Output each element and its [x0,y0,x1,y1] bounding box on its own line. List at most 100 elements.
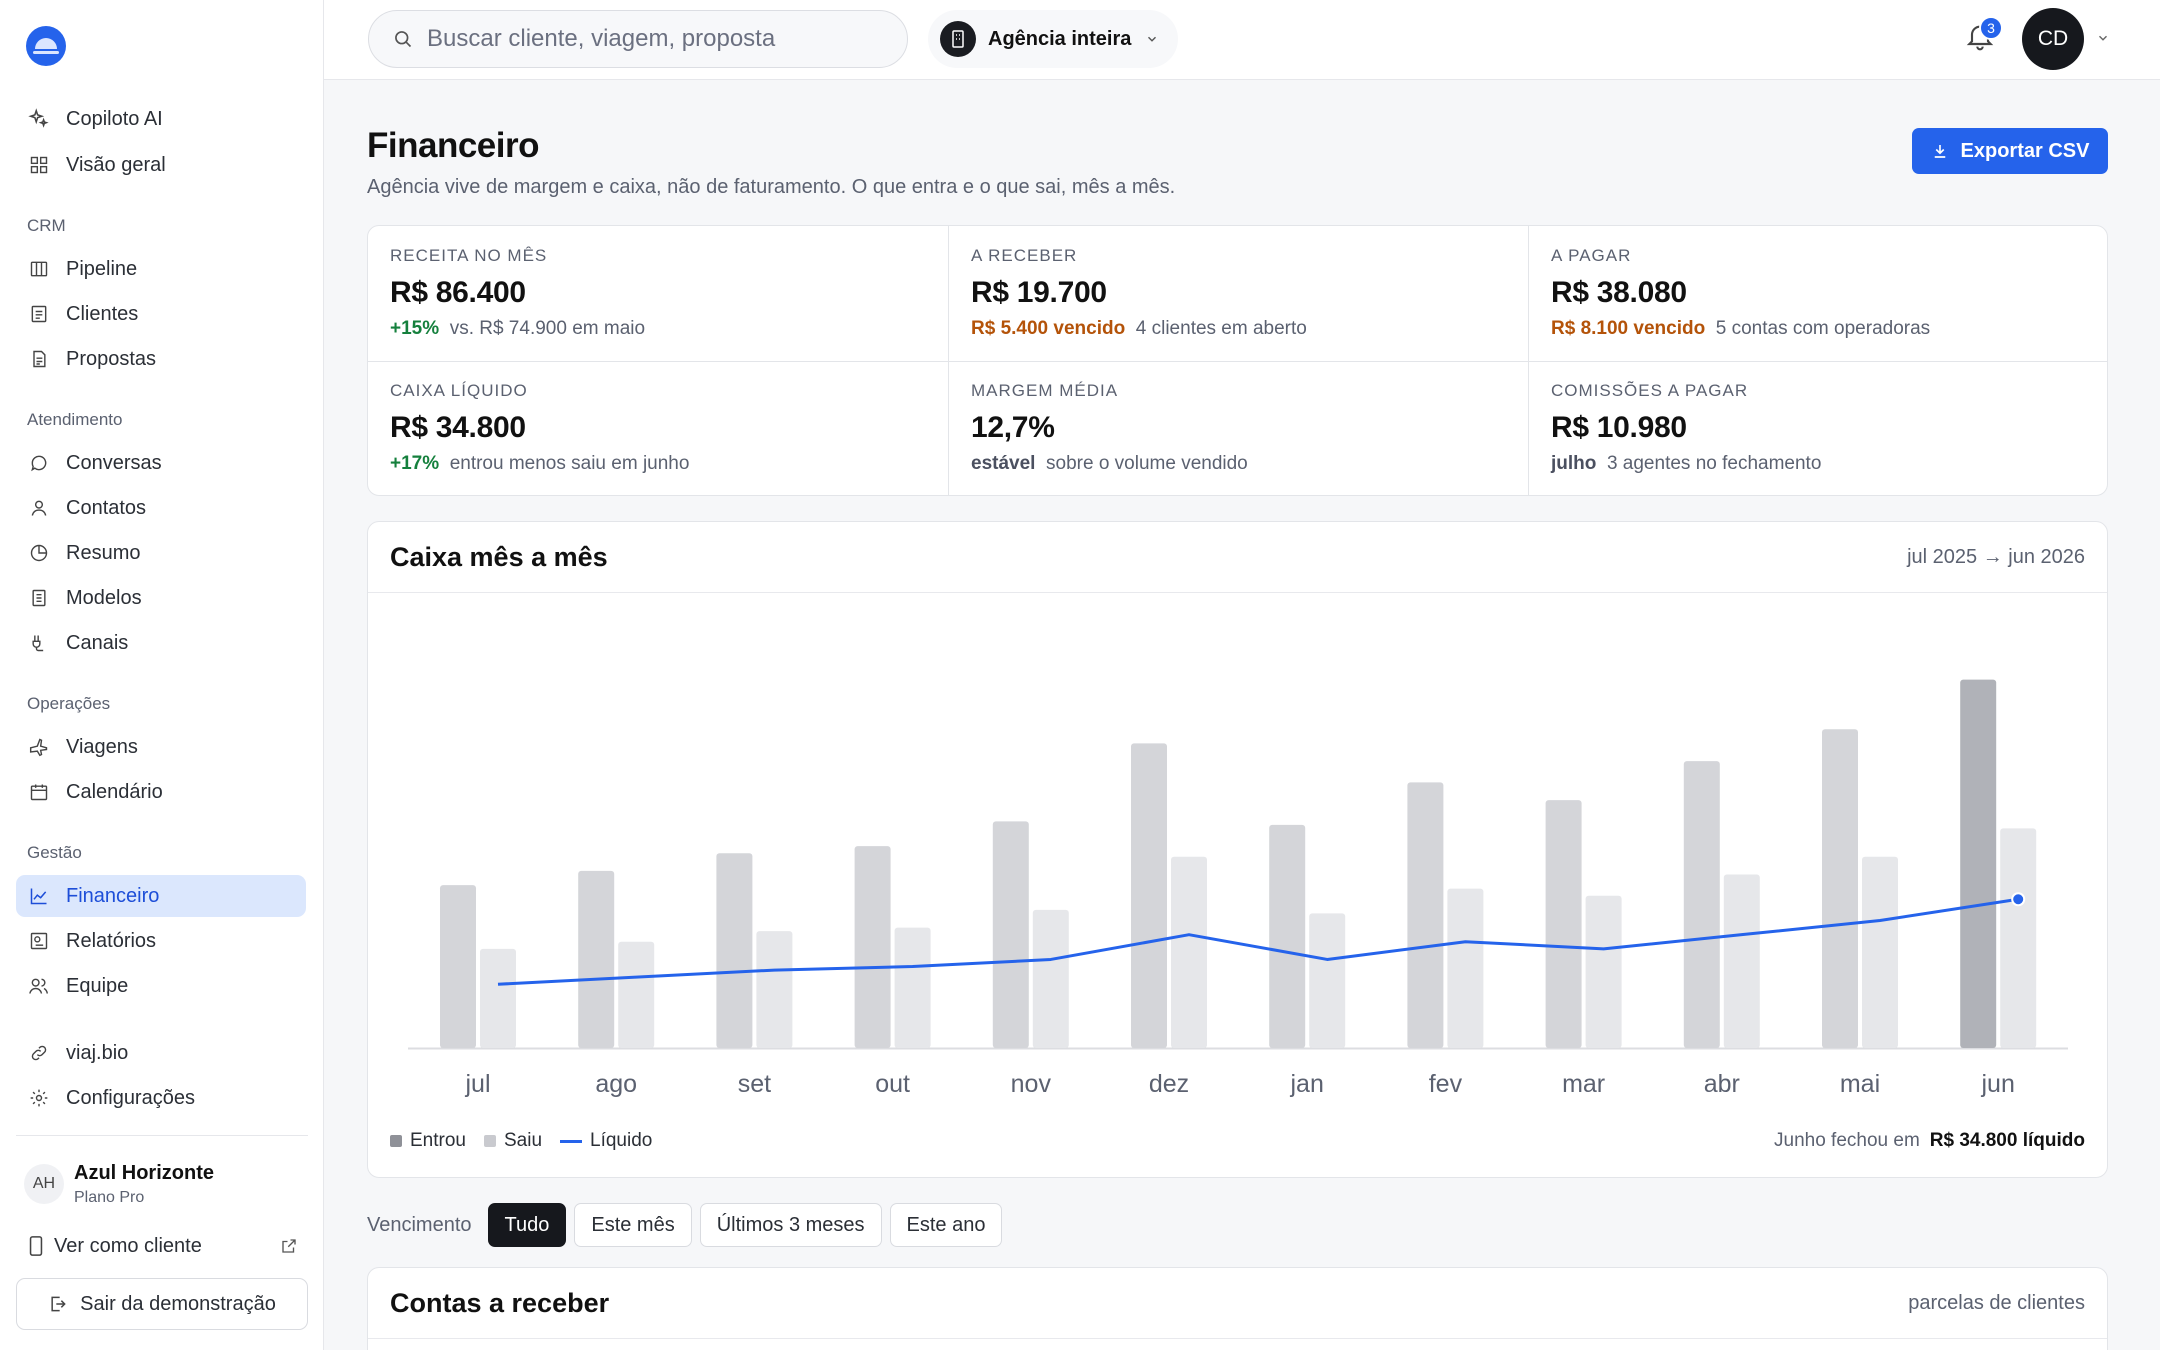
sidebar-item-contatos[interactable]: Contatos [16,487,306,529]
search-icon [393,29,413,49]
bar-entrou-fev [1407,782,1444,1048]
legend-line-liquido [560,1139,583,1143]
filter-ultimos-3-meses[interactable]: Últimos 3 meses [699,1203,882,1247]
search-box[interactable] [368,10,908,68]
bar-entrou-out [854,846,891,1048]
x-tick-abr: abr [1704,1070,1740,1098]
columns-icon [28,258,50,280]
filter-este-ano[interactable]: Este ano [889,1203,1003,1247]
legend-saiu: Saiu [483,1130,542,1152]
nav-section-gestao: Gestão [27,843,82,862]
bar-saiu-set [756,931,793,1048]
account-plan: Plano Pro [74,1188,145,1206]
calendar-icon [28,781,50,803]
nav-section-crm: CRM [27,216,66,235]
sidebar-item-conversas[interactable]: Conversas [16,442,306,484]
report-icon [28,930,50,952]
logo-icon[interactable] [26,26,66,66]
chart-title: Caixa mês a mês [390,542,608,572]
nav-section-operacoes: Operações [27,694,111,713]
channels-icon [28,632,50,654]
exit-demo-button[interactable]: Sair da demonstração [16,1278,308,1330]
search-input[interactable] [427,25,867,53]
due-filter-bar: Vencimento Tudo Este mês Últimos 3 meses… [367,1203,1010,1247]
filter-label: Vencimento [367,1213,472,1236]
sidebar-item-viagens[interactable]: Viagens [16,726,306,768]
x-tick-jan: jan [1290,1070,1324,1098]
agency-selector[interactable]: Agência inteira [928,10,1178,68]
sidebar-item-canais[interactable]: Canais [16,622,306,664]
sparkle-icon [28,108,50,130]
sidebar-item-configuracoes[interactable]: Configurações [16,1077,306,1119]
chevron-down-icon [1145,32,1159,46]
bar-saiu-fev [1447,888,1484,1048]
kpi-a-receber: A RECEBER R$ 19.700 R$ 5.400 vencido 4 c… [971,246,1307,339]
pie-icon [28,542,50,564]
cash-bar-chart: jul ago set out nov dez jan fev mar abr mai jun [408,679,2068,1098]
x-tick-dez: dez [1149,1070,1189,1098]
sidebar-item-equipe[interactable]: Equipe [16,965,306,1007]
legend-liquido: Líquido [560,1130,652,1152]
bar-entrou-dez [1131,743,1167,1048]
sidebar-item-copiloto[interactable]: Copiloto AI [16,98,306,140]
kpi-comissoes: COMISSÕES A PAGAR R$ 10.980 julho 3 agen… [1551,381,1822,474]
bar-saiu-jan [1309,913,1346,1048]
bar-entrou-abr [1683,761,1720,1048]
plane-icon [28,736,50,758]
kpi-a-pagar: A PAGAR R$ 38.080 R$ 8.100 vencido 5 con… [1551,246,1931,339]
bar-entrou-jan [1269,824,1306,1048]
sidebar-item-visao-geral[interactable]: Visão geral [16,144,306,186]
x-tick-ago: ago [595,1070,637,1098]
exit-icon [48,1294,68,1314]
user-menu-chevron-icon[interactable] [2096,31,2110,50]
bar-saiu-ago [618,941,655,1048]
download-icon [1931,142,1949,160]
sidebar-item-clientes[interactable]: Clientes [16,293,306,335]
view-as-client-link[interactable]: Ver como cliente [16,1225,308,1267]
link-icon [28,1042,50,1064]
person-icon [28,497,50,519]
x-tick-mai: mai [1840,1070,1880,1098]
filter-este-mes[interactable]: Este mês [574,1203,692,1247]
bar-saiu-jun [2000,828,2037,1048]
sidebar-item-financeiro[interactable]: Financeiro [16,875,306,917]
page-subtitle: Agência vive de margem e caixa, não de f… [367,176,1176,198]
sidebar-divider [16,1135,308,1136]
chart-range: jul 2025 → jun 2026 [1907,546,2085,568]
document-icon [28,348,50,370]
sidebar-item-resumo[interactable]: Resumo [16,532,306,574]
chart-footer: Junho fechou em R$ 34.800 líquido [1774,1130,2085,1151]
x-tick-jul: jul [464,1070,490,1098]
sidebar-item-pipeline[interactable]: Pipeline [16,248,306,290]
bar-saiu-abr [1723,874,1760,1048]
sidebar-item-propostas[interactable]: Propostas [16,338,306,380]
export-csv-button[interactable]: Exportar CSV [1912,128,2108,174]
legend-swatch-saiu [483,1135,496,1147]
receivables-subtitle: parcelas de clientes [1908,1292,2085,1314]
bar-entrou-nov [992,821,1029,1048]
x-tick-set: set [738,1070,771,1098]
user-avatar[interactable]: CD [2022,8,2084,70]
x-tick-mar: mar [1562,1070,1605,1098]
bar-saiu-mai [1862,856,1898,1048]
cash-chart-card: Caixa mês a mês jul 2025 → jun 2026 jul a… [367,521,2108,1178]
bar-saiu-nov [1032,909,1069,1048]
sidebar-item-calendario[interactable]: Calendário [16,771,306,813]
kpi-caixa-liquido: CAIXA LÍQUIDO R$ 34.800 +17% entrou meno… [390,381,690,474]
chat-icon [28,452,50,474]
bar-entrou-set [716,853,753,1048]
bar-entrou-ago [578,870,615,1048]
phone-icon [28,1236,44,1256]
legend-entrou: Entrou [390,1130,466,1152]
sidebar-item-viaj-bio[interactable]: viaj.bio [16,1032,306,1074]
x-tick-out: out [875,1070,910,1098]
sidebar-item-relatorios[interactable]: Relatórios [16,920,306,962]
sidebar-item-modelos[interactable]: Modelos [16,577,306,619]
account-switcher[interactable]: AH Azul Horizonte Plano Pro [16,1153,308,1215]
line-liquido [497,897,2019,986]
filter-tudo[interactable]: Tudo [487,1203,567,1247]
kpi-divider [1528,226,1529,495]
x-tick-nov: nov [1011,1070,1052,1098]
bar-saiu-mar [1585,895,1622,1048]
building-icon [940,21,976,57]
